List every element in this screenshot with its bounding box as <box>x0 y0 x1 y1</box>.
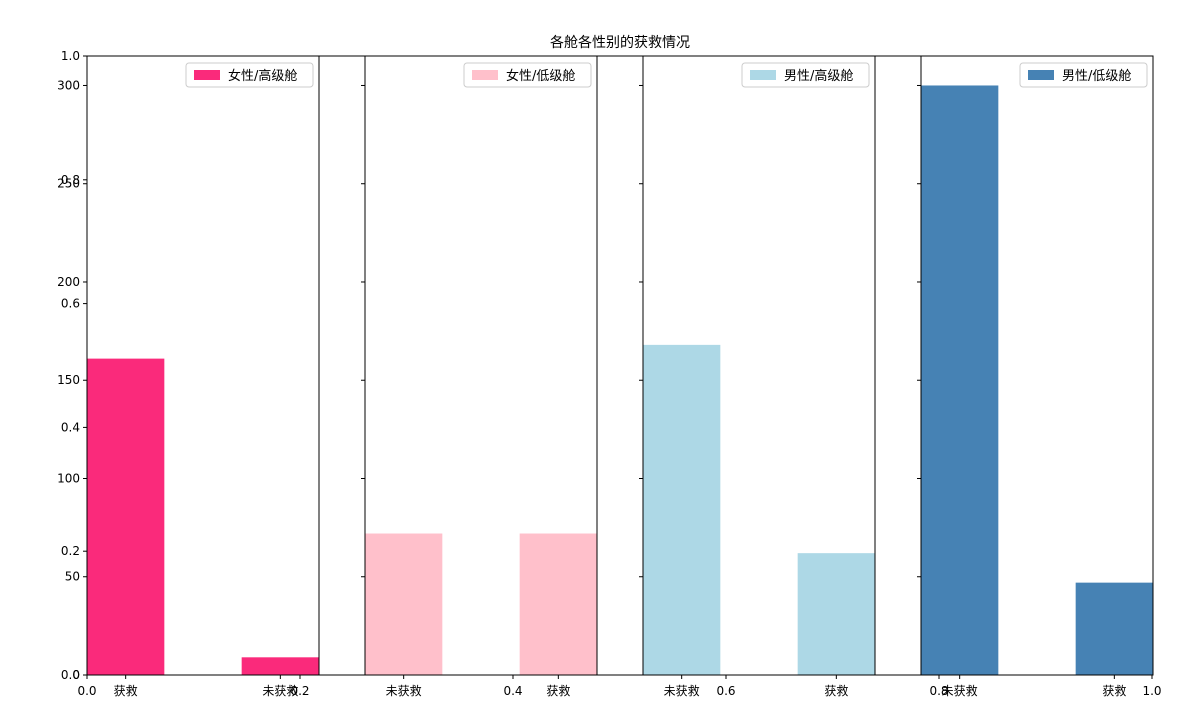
legend-label: 男性/高级舱 <box>784 68 853 84</box>
y-tick-label: 250 <box>57 177 80 191</box>
figure-y-tick-label: 0.6 <box>61 297 80 311</box>
legend-swatch <box>194 70 220 80</box>
figure-x-tick-label: 0.4 <box>503 684 522 698</box>
legend: 女性/高级舱 <box>185 62 314 88</box>
x-tick-label: 未获救 <box>386 683 422 698</box>
legend-swatch <box>1028 70 1054 80</box>
legend-frame <box>741 62 870 88</box>
x-tick-label: 未获救 <box>942 683 978 698</box>
figure-x-tick-label: 0.2 <box>290 684 309 698</box>
bar <box>1075 582 1153 675</box>
legend-swatch <box>750 70 776 80</box>
figure-y-tick-label: 0.0 <box>61 668 80 682</box>
y-tick-label: 100 <box>57 471 80 485</box>
legend-label: 女性/低级舱 <box>506 68 575 84</box>
figure-y-tick-label: 0.8 <box>61 173 80 187</box>
x-tick-label: 获救 <box>1102 683 1126 698</box>
y-tick-label: 150 <box>57 373 80 387</box>
x-tick-label: 未获救 <box>664 683 700 698</box>
legend: 女性/低级舱 <box>463 62 592 88</box>
figure-x-tick-label: 0.8 <box>929 684 948 698</box>
x-tick-label: 获救 <box>824 683 848 698</box>
y-tick-label: 200 <box>57 275 80 289</box>
subplot-3: 未获救 获救 男性/高级舱 <box>639 55 876 698</box>
figure-x-tick-label: 0.6 <box>716 684 735 698</box>
figure-y-tick-label: 0.2 <box>61 544 80 558</box>
x-tick-label: 获救 <box>546 683 570 698</box>
bar <box>519 533 597 675</box>
x-tick-label: 获救 <box>114 683 138 698</box>
bar <box>797 553 875 675</box>
y-tick-label: 0 <box>72 668 80 682</box>
legend-label: 女性/高级舱 <box>228 68 297 84</box>
chart-title: 各舱各性别的获救情况 <box>550 35 690 51</box>
legend-frame <box>1019 62 1148 88</box>
legend-swatch <box>472 70 498 80</box>
subplot-2: 未获救 获救 女性/低级舱 <box>361 55 598 698</box>
figure-y-tick-label: 1.0 <box>61 49 80 63</box>
subplot-4: 未获救 获救 男性/低级舱 <box>917 55 1154 698</box>
legend: 男性/高级舱 <box>741 62 870 88</box>
subplot-1: 0 50 100 150 200 250 300 获救 未获救 女性/高级舱 <box>57 55 320 698</box>
x-tick-label: 未获救 <box>262 683 298 698</box>
legend-frame <box>185 62 314 88</box>
bar <box>87 358 165 675</box>
bar <box>643 344 721 675</box>
y-tick-label: 50 <box>65 570 80 584</box>
figure-y-tick-label: 0.4 <box>61 420 80 434</box>
bar <box>241 657 319 675</box>
legend: 男性/低级舱 <box>1019 62 1148 88</box>
figure-x-tick-label: 0.0 <box>77 684 96 698</box>
legend-label: 男性/低级舱 <box>1062 69 1131 84</box>
bar <box>921 85 999 675</box>
figure-x-tick-label: 1.0 <box>1142 684 1161 698</box>
y-tick-label: 300 <box>57 78 80 92</box>
legend-frame <box>463 62 592 88</box>
bar <box>365 533 443 675</box>
